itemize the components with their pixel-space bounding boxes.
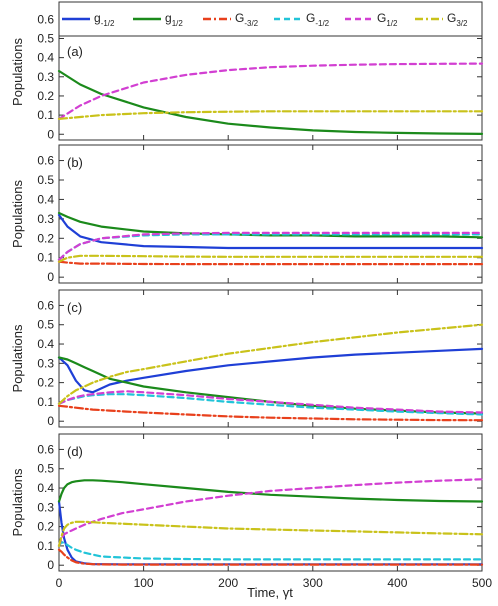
x-tick-label: 0 — [56, 576, 63, 590]
legend-label-subscript: -1/2 — [101, 19, 115, 28]
legend-label-base: G — [306, 11, 315, 25]
y-tick-label: 0.6 — [37, 154, 54, 168]
y-axis-label: Populations — [10, 324, 25, 392]
y-tick-label: 0.1 — [37, 251, 54, 265]
y-tick-label: 0.5 — [37, 173, 54, 187]
y-tick-label: 0 — [47, 558, 54, 572]
y-tick-label: 0.2 — [37, 231, 54, 245]
legend-label: G1/2 — [377, 11, 398, 28]
y-tick-label: 0.4 — [37, 481, 54, 495]
series-line-G3m2 — [57, 520, 484, 547]
legend: g-1/2 g1/2 G-3/2 G-1/2 G1/2 G3/2 — [58, 1, 483, 37]
legend-label: g1/2 — [165, 11, 183, 28]
legend-label-base: g — [94, 11, 101, 25]
series-line-Gm1-2 — [57, 541, 484, 561]
legend-entry: G1/2 — [345, 11, 398, 28]
panel-label: (b) — [67, 155, 83, 170]
series-line-g1m2 — [57, 69, 484, 135]
x-tick-label: 400 — [387, 576, 407, 590]
series-line-Gm3-2 — [57, 404, 484, 422]
y-axis-label: Populations — [10, 180, 25, 248]
y-tick-label: 0.5 — [37, 31, 54, 45]
panel: 0 0.1 0.2 0.3 0.4 0.5 0.6 Populations (c) — [10, 289, 484, 428]
legend-label-subscript: 1/2 — [386, 19, 398, 28]
y-tick-label: 0.2 — [37, 376, 54, 390]
series-line-G3m2 — [57, 110, 484, 120]
legend-label-subscript: -1/2 — [315, 19, 329, 28]
y-tick-label: 0.3 — [37, 212, 54, 226]
legend-entry: g-1/2 — [62, 11, 115, 28]
series-line-g1m2 — [57, 479, 484, 503]
y-tick-label: 0.4 — [37, 192, 54, 206]
y-tick-label: 0.2 — [37, 520, 54, 534]
x-tick-label: 300 — [303, 576, 323, 590]
y-tick-label: 0.1 — [37, 539, 54, 553]
x-tick-label: 100 — [134, 576, 154, 590]
legend-label-base: g — [165, 11, 172, 25]
series-line-gm1-2 — [57, 347, 484, 394]
y-tick-label: 0.6 — [37, 12, 54, 26]
y-axis-label: Populations — [10, 468, 25, 536]
y-tick-label: 0.3 — [37, 70, 54, 84]
y-tick-label: 0 — [47, 414, 54, 428]
legend-entry: g1/2 — [133, 11, 183, 28]
y-tick-label: 0.1 — [37, 108, 54, 122]
legend-label: g-1/2 — [94, 11, 115, 28]
x-tick-label: 500 — [472, 576, 492, 590]
x-axis-label: Time, γt — [247, 585, 293, 600]
panel: 0 0.1 0.2 0.3 0.4 0.5 0.6 Populations (a) — [10, 3, 484, 141]
legend-label-subscript: -3/2 — [244, 19, 258, 28]
legend-label-subscript: 1/2 — [172, 19, 184, 28]
legend-label: G-3/2 — [235, 11, 259, 28]
legend-frame — [58, 1, 483, 37]
y-tick-label: 0 — [47, 127, 54, 141]
y-tick-label: 0.2 — [37, 89, 54, 103]
y-tick-label: 0 — [47, 270, 54, 284]
x-tick-label: 200 — [218, 576, 238, 590]
y-tick-label: 0.6 — [37, 442, 54, 456]
panel: 0 0.1 0.2 0.3 0.4 0.5 0.6 Populations (b) — [10, 144, 484, 284]
panel-label: (c) — [67, 300, 82, 315]
legend-label: G3/2 — [447, 11, 468, 28]
panel: 0 0.1 0.2 0.3 0.4 0.5 0.6 0 100 200 300 400 500 Popul… — [10, 433, 492, 590]
legend-label-base: G — [377, 11, 386, 25]
series-line-Gm3-2 — [57, 260, 484, 266]
legend-label-base: G — [447, 11, 456, 25]
panels: 0 0.1 0.2 0.3 0.4 0.5 0.6 Populations (a) 0 0.1 0.2… — [10, 3, 492, 590]
panel-label: (d) — [67, 444, 83, 459]
y-tick-label: 0.5 — [37, 462, 54, 476]
legend-label-subscript: 3/2 — [456, 19, 468, 28]
series-line-gm1-2 — [57, 213, 484, 250]
series-line-G3m2 — [57, 254, 484, 263]
y-tick-label: 0.3 — [37, 500, 54, 514]
y-tick-label: 0.4 — [37, 51, 54, 65]
legend-label-base: G — [235, 11, 244, 25]
legend-entry: G-3/2 — [203, 11, 259, 28]
series-line-G1m2 — [57, 390, 484, 414]
series-line-G1m2 — [57, 62, 484, 120]
series-line-G1m2 — [57, 231, 484, 261]
legend-entry: G3/2 — [415, 11, 468, 28]
y-axis-label: Populations — [10, 38, 25, 106]
y-tick-label: 0.1 — [37, 395, 54, 409]
y-tick-label: 0.6 — [37, 298, 54, 312]
series-line-G3m2 — [57, 323, 484, 405]
legend-entry: G-1/2 — [274, 11, 330, 28]
y-tick-label: 0.3 — [37, 356, 54, 370]
series-line-Gm3-2 — [57, 548, 484, 566]
y-tick-label: 0.4 — [37, 337, 54, 351]
y-tick-label: 0.5 — [37, 318, 54, 332]
legend-label: G-1/2 — [306, 11, 330, 28]
series-line-G1m2 — [57, 478, 484, 547]
panel-label: (a) — [67, 44, 83, 59]
